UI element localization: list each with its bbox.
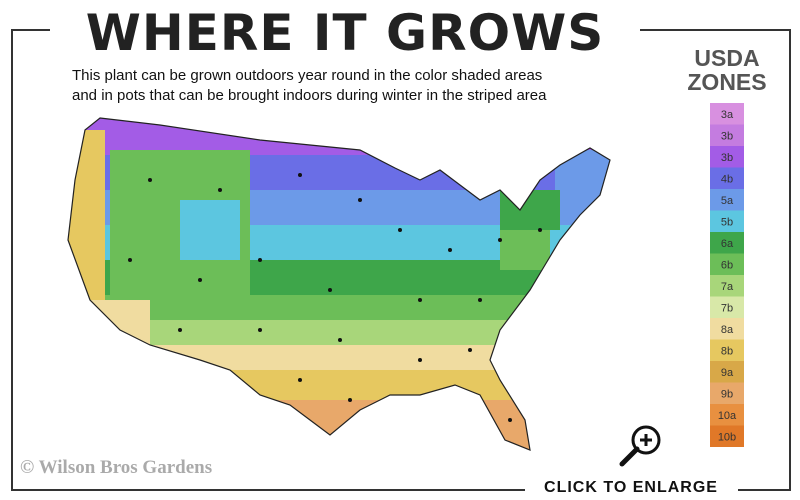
zone-swatch [710, 253, 744, 275]
subtitle: and in pots that can be brought indoors … [72, 87, 547, 104]
zone-label: 10a [718, 410, 737, 422]
city-dot [258, 258, 262, 262]
zone-label: 4b [721, 173, 733, 185]
legend-title: USDA [694, 45, 759, 71]
city-dot [258, 328, 262, 332]
zone-area [68, 130, 105, 310]
city-dot [348, 398, 352, 402]
city-dot [418, 358, 422, 362]
city-dot [128, 258, 132, 262]
zone-swatch [710, 382, 744, 404]
zone-swatch [710, 210, 744, 232]
watermark: © Wilson Bros Gardens [20, 457, 212, 478]
title: WHERE IT GROWS [86, 4, 605, 62]
city-dot [418, 298, 422, 302]
city-dot [508, 418, 512, 422]
zone-swatch [710, 275, 744, 297]
city-dot [468, 348, 472, 352]
zone-label: 3a [721, 109, 734, 121]
frame [11, 29, 791, 491]
city-dot [148, 178, 152, 182]
city-dot [478, 298, 482, 302]
zone-label: 9b [721, 388, 733, 400]
click-to-enlarge[interactable]: CLICK TO ENLARGE [544, 479, 718, 496]
city-dot [498, 238, 502, 242]
city-dot [218, 188, 222, 192]
zone-label: 6b [721, 259, 733, 271]
magnifier-icon[interactable] [619, 425, 661, 467]
city-dot [328, 288, 332, 292]
legend-title: ZONES [687, 69, 766, 95]
zone-area [500, 230, 550, 270]
city-dot [298, 378, 302, 382]
zone-area [180, 200, 240, 260]
zone-swatch [710, 339, 744, 361]
zone-area [68, 118, 610, 155]
zone-area [68, 300, 150, 360]
zone-swatch [710, 232, 744, 254]
zone-legend: 3a 3b 3b 4b 5a 5b 6a 6b 7a 7b 8a 8b 9a 9b 10a 10b [710, 103, 744, 447]
zone-label: 7b [721, 302, 733, 314]
zone-swatch [710, 103, 744, 125]
zone-swatch [710, 361, 744, 383]
zone-swatch [710, 425, 744, 447]
subtitle: This plant can be grown outdoors year ro… [72, 67, 542, 84]
zone-swatch [710, 189, 744, 211]
city-dot [538, 228, 542, 232]
zone-label: 8a [721, 324, 734, 336]
zone-label: 3b [721, 152, 733, 164]
zone-swatch [710, 318, 744, 340]
zone-area [68, 345, 610, 370]
zone-swatch [710, 167, 744, 189]
city-dot [398, 228, 402, 232]
city-dot [198, 278, 202, 282]
city-dot [338, 338, 342, 342]
us-outline [67, 117, 611, 451]
city-dot [178, 328, 182, 332]
zone-label: 5b [721, 216, 733, 228]
city-dot [448, 248, 452, 252]
zone-label: 9a [721, 367, 734, 379]
city-dot [358, 198, 362, 202]
zone-label: 5a [721, 195, 734, 207]
zone-swatch [710, 296, 744, 318]
zone-area [555, 150, 610, 190]
zone-label: 10b [718, 431, 736, 443]
zone-swatch [710, 146, 744, 168]
zone-label: 7a [721, 281, 734, 293]
zone-swatch [710, 404, 744, 426]
zone-label: 8b [721, 345, 733, 357]
zone-label: 6a [721, 238, 734, 250]
city-dot [298, 173, 302, 177]
zone-label: 3b [721, 130, 733, 142]
zone-map [68, 118, 610, 450]
zone-area [68, 370, 610, 400]
zone-swatch [710, 124, 744, 146]
